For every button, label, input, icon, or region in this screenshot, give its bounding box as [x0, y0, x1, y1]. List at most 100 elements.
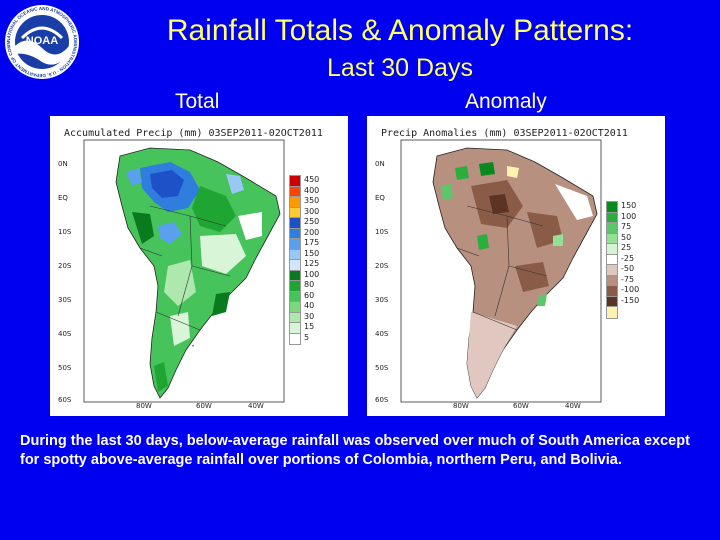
- anomaly-legend-label: 75: [621, 222, 632, 231]
- lat-label: 30S: [375, 296, 389, 304]
- total-legend-label: 400: [304, 185, 320, 195]
- anomaly-legend-swatch: [606, 232, 618, 245]
- anomaly-legend-swatch: [606, 253, 618, 266]
- total-legend-entry: 175: [289, 238, 340, 251]
- total-legend-swatch: [289, 185, 301, 198]
- anomaly-legend: 150 100 75 50 25 -25 -50 -75 -100 -150: [606, 201, 657, 319]
- anomaly-legend-swatch: [606, 211, 618, 224]
- lat-label: 20S: [375, 262, 389, 270]
- total-legend: 450 400 350 300 250 200 175 150 125 100 80 60 40 30 15…: [289, 175, 340, 345]
- anomaly-legend-swatch: [606, 243, 618, 256]
- logo-center-text: NOAA: [26, 35, 58, 47]
- total-map-title: Accumulated Precip (mm) 03SEP2011-02OCT2…: [64, 128, 323, 139]
- anomaly-map: [400, 139, 602, 403]
- lon-label: 40W: [565, 402, 581, 410]
- caption-text: During the last 30 days, below-average r…: [20, 433, 690, 468]
- total-legend-entry: 400: [289, 185, 340, 198]
- lat-label: EQ: [58, 194, 68, 202]
- total-legend-swatch: [289, 269, 301, 282]
- anomaly-legend-label: 50: [621, 232, 632, 242]
- total-legend-swatch: [289, 332, 301, 345]
- lat-label: 30S: [58, 296, 72, 304]
- total-legend-label: 200: [304, 227, 320, 237]
- lat-label: 10S: [375, 228, 389, 236]
- total-legend-entry: 125: [289, 259, 340, 272]
- anomaly-legend-label: -150: [621, 295, 640, 305]
- total-legend-entry: 450: [289, 175, 340, 188]
- anomaly-legend-label: -50: [621, 264, 635, 273]
- lon-label: 60W: [513, 402, 529, 410]
- lon-label: 60W: [196, 402, 212, 410]
- noaa-logo-icon: NOAA NATIONAL OCEANIC AND ATMOSPHERIC AD…: [4, 4, 79, 79]
- anomaly-legend-entry: -150: [606, 295, 657, 308]
- anomaly-legend-label: 25: [621, 243, 632, 252]
- lon-label: 80W: [453, 402, 469, 410]
- lat-label: 60S: [375, 396, 389, 404]
- total-legend-label: 350: [304, 196, 320, 205]
- lat-label: 20S: [58, 262, 72, 270]
- lat-label: 50S: [375, 364, 389, 372]
- anomaly-legend-label: 150: [621, 201, 637, 210]
- total-legend-swatch: [289, 206, 301, 219]
- total-legend-swatch: [289, 217, 301, 230]
- lat-label: 40S: [58, 330, 72, 338]
- anomaly-legend-label: -100: [621, 285, 640, 294]
- svg-text:•: •: [192, 344, 194, 350]
- total-map-panel: • Accumulated Precip (mm) 03SEP2011-02OC…: [50, 116, 348, 416]
- lat-label: 40S: [375, 330, 389, 338]
- anomaly-legend-entry: -25: [606, 253, 657, 266]
- lon-label: 80W: [136, 402, 152, 410]
- anomaly-legend-swatch: [606, 222, 618, 235]
- lon-label: 40W: [248, 402, 264, 410]
- total-legend-swatch: [289, 175, 301, 188]
- total-legend-entry: 200: [289, 227, 340, 240]
- total-legend-swatch: [289, 280, 301, 293]
- total-legend-swatch: [289, 238, 301, 251]
- slide-subtitle: Last 30 Days: [327, 54, 473, 82]
- total-legend-entry: 150: [289, 248, 340, 261]
- anomaly-legend-swatch: [606, 264, 618, 277]
- anomaly-legend-entry: -75: [606, 275, 657, 287]
- total-legend-label: 300: [304, 206, 320, 216]
- total-label: Total: [175, 90, 220, 113]
- total-legend-entry: 60: [289, 290, 340, 303]
- anomaly-legend-label: -25: [621, 253, 635, 263]
- total-legend-label: 15: [304, 322, 315, 331]
- total-legend-label: 150: [304, 248, 320, 258]
- anomaly-legend-label: 100: [621, 211, 637, 221]
- anomaly-map-title: Precip Anomalies (mm) 03SEP2011-02OCT201…: [381, 128, 628, 139]
- total-legend-entry: 100: [289, 269, 340, 282]
- total-legend-label: 250: [304, 217, 320, 226]
- anomaly-legend-entry: [606, 306, 657, 319]
- anomaly-legend-entry: -50: [606, 264, 657, 277]
- anomaly-legend-entry: 25: [606, 243, 657, 256]
- anomaly-legend-entry: 150: [606, 201, 657, 214]
- total-legend-label: 450: [304, 175, 320, 184]
- total-legend-swatch: [289, 311, 301, 324]
- total-legend-swatch: [289, 259, 301, 272]
- total-legend-label: 125: [304, 259, 320, 268]
- lat-label: 10S: [58, 228, 72, 236]
- total-legend-swatch: [289, 301, 301, 314]
- total-legend-label: 100: [304, 269, 320, 279]
- total-legend-entry: 40: [289, 301, 340, 314]
- lat-label: 50S: [58, 364, 72, 372]
- anomaly-legend-entry: 100: [606, 211, 657, 224]
- total-legend-swatch: [289, 248, 301, 261]
- total-legend-swatch: [289, 290, 301, 303]
- anomaly-legend-swatch: [606, 306, 618, 319]
- total-legend-entry: 5: [289, 332, 340, 345]
- total-legend-entry: 350: [289, 196, 340, 209]
- total-legend-entry: 30: [289, 311, 340, 324]
- anomaly-legend-swatch: [606, 295, 618, 308]
- lat-label: 0N: [375, 160, 385, 168]
- anomaly-label: Anomaly: [465, 90, 547, 113]
- anomaly-legend-entry: -100: [606, 285, 657, 298]
- total-legend-entry: 300: [289, 206, 340, 219]
- total-legend-label: 60: [304, 290, 315, 300]
- total-legend-label: 80: [304, 280, 315, 289]
- lat-label: 60S: [58, 396, 72, 404]
- anomaly-map-panel: Precip Anomalies (mm) 03SEP2011-02OCT201…: [367, 116, 665, 416]
- total-legend-label: 40: [304, 301, 315, 310]
- total-legend-swatch: [289, 196, 301, 209]
